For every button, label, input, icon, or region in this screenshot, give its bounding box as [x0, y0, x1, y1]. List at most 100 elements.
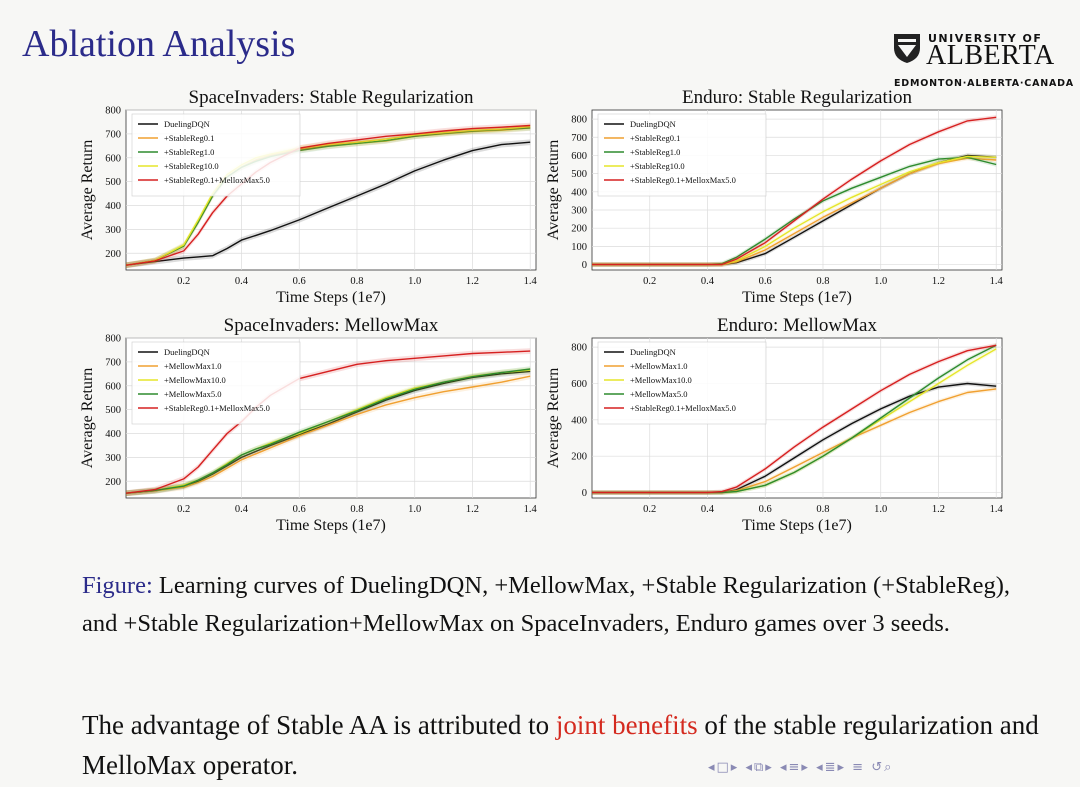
- y-tick-label: 500: [571, 169, 587, 180]
- chart-title: Enduro: MellowMax: [717, 315, 877, 336]
- x-tick-label: 1.4: [524, 504, 538, 515]
- logo-alberta-text: ALBERTA: [926, 40, 1055, 71]
- legend-label: +StableReg10.0: [630, 161, 685, 171]
- slide-title: Ablation Analysis: [22, 23, 296, 65]
- legend-label: +StableReg0.1: [164, 133, 214, 143]
- x-tick-label: 1.0: [874, 504, 887, 515]
- x-tick-label: 0.4: [235, 504, 249, 515]
- legend-label: +StableReg1.0: [164, 147, 214, 157]
- x-tick-label: 1.4: [990, 504, 1004, 515]
- x-tick-label: 0.8: [816, 504, 829, 515]
- nav-align-icon[interactable]: ≡: [852, 760, 866, 775]
- legend-label: +MellowMax10.0: [630, 375, 692, 385]
- x-axis-label: Time Steps (1e7): [742, 289, 852, 306]
- x-tick-label: 1.2: [932, 504, 945, 515]
- x-tick-label: 0.2: [177, 504, 190, 515]
- series-line: [125, 370, 531, 494]
- y-tick-label: 600: [105, 381, 121, 392]
- y-tick-label: 400: [571, 415, 587, 426]
- x-tick-label: 0.6: [293, 504, 306, 515]
- y-tick-label: 300: [571, 206, 587, 217]
- y-tick-label: 800: [571, 343, 587, 354]
- nav-frame-icon[interactable]: ◂⧉▸: [745, 760, 774, 775]
- legend-label: +MellowMax1.0: [630, 361, 687, 371]
- y-tick-label: 700: [105, 129, 121, 140]
- x-tick-label: 1.4: [990, 276, 1004, 287]
- x-tick-label: 0.2: [643, 504, 656, 515]
- y-tick-label: 400: [105, 201, 121, 212]
- chart-title: Enduro: Stable Regularization: [682, 87, 913, 108]
- beamer-navigation[interactable]: ◂□▸ ◂⧉▸ ◂≡▸ ◂≣▸ ≡ ↺⌕: [708, 760, 893, 775]
- logo-place-text: EDMONTON·ALBERTA·CANADA: [894, 78, 1074, 89]
- x-tick-label: 0.2: [643, 276, 656, 287]
- y-tick-label: 200: [105, 477, 121, 488]
- series-line: [125, 375, 531, 494]
- y-tick-label: 800: [105, 106, 121, 117]
- legend-label: +StableReg0.1+MelloxMax5.0: [630, 403, 736, 413]
- legend-label: +MellowMax5.0: [164, 389, 221, 399]
- x-tick-label: 0.8: [350, 276, 363, 287]
- x-tick-label: 0.6: [759, 504, 772, 515]
- y-tick-label: 200: [105, 249, 121, 260]
- y-tick-label: 200: [571, 224, 587, 235]
- y-tick-label: 600: [571, 151, 587, 162]
- x-tick-label: 1.0: [408, 504, 421, 515]
- caption-label: Figure:: [82, 572, 153, 599]
- series-band: [126, 366, 531, 497]
- series-line: [125, 141, 531, 266]
- legend-label: DuelingDQN: [630, 119, 676, 129]
- legend-label: DuelingDQN: [164, 347, 210, 357]
- legend-box: [131, 113, 301, 197]
- y-axis-label: Average Return: [79, 140, 96, 241]
- x-tick-label: 1.2: [466, 504, 479, 515]
- conclusion-before: The advantage of Stable AA is attributed…: [82, 710, 556, 740]
- nav-section-icon[interactable]: ◂≡▸: [779, 760, 810, 775]
- legend-box: [597, 341, 767, 425]
- university-logo: UNIVERSITY OF ALBERTA EDMONTON·ALBERTA·C…: [892, 30, 1073, 92]
- legend-label: +StableReg0.1+MelloxMax5.0: [164, 403, 270, 413]
- x-tick-label: 0.4: [701, 504, 715, 515]
- y-tick-label: 0: [582, 260, 587, 271]
- x-axis-label: Time Steps (1e7): [276, 517, 386, 534]
- chart-4: 0.2 0.4 0.6 0.8 1.0 1.2 1.4 0 200 400 600 800 Enduro…: [545, 315, 1004, 534]
- nav-subsection-icon[interactable]: ◂≣▸: [816, 760, 847, 775]
- x-tick-label: 0.2: [177, 276, 190, 287]
- y-tick-label: 600: [571, 379, 587, 390]
- legend-label: +StableReg0.1: [630, 133, 680, 143]
- y-tick-label: 400: [571, 187, 587, 198]
- legend-label: DuelingDQN: [630, 347, 676, 357]
- series-band: [592, 386, 997, 495]
- y-axis-label: Average Return: [545, 140, 562, 241]
- x-tick-label: 1.0: [874, 276, 887, 287]
- x-tick-label: 0.4: [235, 276, 249, 287]
- y-axis-label: Average Return: [545, 368, 562, 469]
- conclusion-after: of the stable regularization and MelloMa…: [82, 710, 1039, 780]
- nav-search-icon[interactable]: ↺⌕: [871, 760, 894, 775]
- y-tick-label: 700: [571, 133, 587, 144]
- nav-prev-icon[interactable]: ◂□▸: [708, 760, 740, 775]
- y-tick-label: 0: [582, 488, 587, 499]
- y-tick-label: 800: [571, 115, 587, 126]
- y-tick-label: 300: [105, 225, 121, 236]
- chart-3: 0.2 0.4 0.6 0.8 1.0 1.2 1.4 200 300 400 500 600 700 8…: [79, 315, 538, 534]
- chart-title: SpaceInvaders: MellowMax: [224, 315, 439, 336]
- crest-icon: [894, 34, 920, 63]
- legend-box: [131, 341, 301, 425]
- figure-charts: 0.2 0.4 0.6 0.8 1.0 1.2 1.4 200 300 400 500 600 700 8…: [79, 87, 1004, 534]
- legend-label: +StableReg0.1+MelloxMax5.0: [164, 175, 270, 185]
- chart-2: 0.2 0.4 0.6 0.8 1.0 1.2 1.4 0 100 200 300 400 500 600…: [545, 87, 1004, 306]
- y-tick-label: 800: [105, 334, 121, 345]
- legend-label: +StableReg10.0: [164, 161, 219, 171]
- x-tick-label: 0.4: [701, 276, 715, 287]
- series-band: [592, 343, 997, 495]
- x-tick-label: 1.0: [408, 276, 421, 287]
- legend-box: [597, 113, 767, 197]
- legend-label: +MellowMax5.0: [630, 389, 687, 399]
- x-tick-label: 0.6: [759, 276, 772, 287]
- y-axis-label: Average Return: [79, 368, 96, 469]
- legend-label: +StableReg1.0: [630, 147, 680, 157]
- y-tick-label: 400: [105, 429, 121, 440]
- y-tick-label: 700: [105, 357, 121, 368]
- chart-title: SpaceInvaders: Stable Regularization: [189, 87, 474, 108]
- legend-label: +MellowMax10.0: [164, 375, 226, 385]
